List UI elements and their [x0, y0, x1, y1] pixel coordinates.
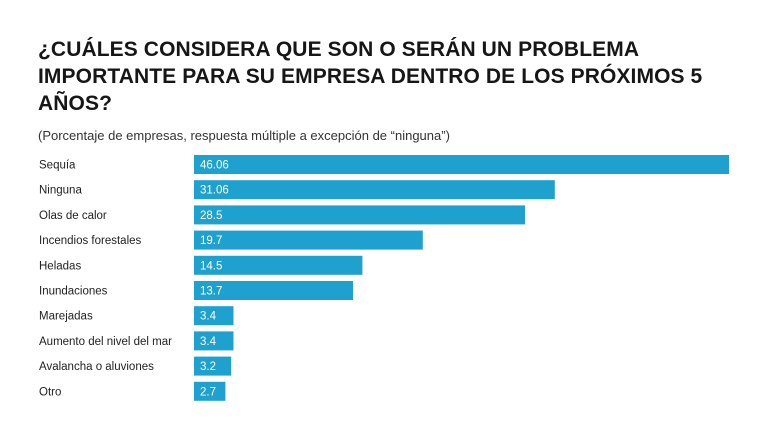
- bar: [194, 281, 354, 300]
- value-label: 3.4: [200, 311, 217, 323]
- value-label: 14.5: [200, 260, 222, 272]
- bar: [194, 205, 525, 225]
- category-label: Ninguna: [39, 185, 82, 197]
- chart-title: ¿CUÁLES CONSIDERA QUE SON O SERÁN UN PRO…: [38, 38, 703, 115]
- bar: [194, 306, 234, 326]
- category-label: Otro: [39, 386, 61, 398]
- category-label: Aumento del nivel del mar: [39, 336, 172, 348]
- value-label: 19.7: [200, 235, 222, 247]
- category-label: Incendios forestales: [39, 235, 142, 247]
- value-label: 13.7: [200, 286, 222, 298]
- bar: [194, 356, 232, 376]
- category-label: Avalancha o aluviones: [39, 361, 154, 373]
- bars-group: Sequía 46.06 Ninguna 31.06 Olas de calor 28.5…: [39, 155, 729, 401]
- category-label: Heladas: [39, 260, 81, 272]
- bar: [194, 180, 555, 200]
- bar: [194, 331, 234, 351]
- category-label: Sequía: [39, 160, 76, 172]
- bar: [194, 230, 423, 250]
- bar: [194, 381, 226, 401]
- value-label: 28.5: [200, 210, 222, 222]
- bar: [194, 155, 729, 174]
- category-label: Inundaciones: [39, 286, 108, 298]
- value-label: 46.06: [200, 160, 229, 172]
- chart-subtitle: (Porcentaje de empresas, respuesta múlti…: [38, 128, 450, 143]
- value-label: 2.7: [200, 386, 216, 398]
- bar: [194, 255, 363, 275]
- value-label: 3.2: [200, 361, 216, 373]
- category-label: Olas de calor: [39, 210, 107, 222]
- value-label: 31.06: [200, 185, 229, 197]
- value-label: 3.4: [200, 336, 217, 348]
- category-label: Marejadas: [39, 311, 93, 323]
